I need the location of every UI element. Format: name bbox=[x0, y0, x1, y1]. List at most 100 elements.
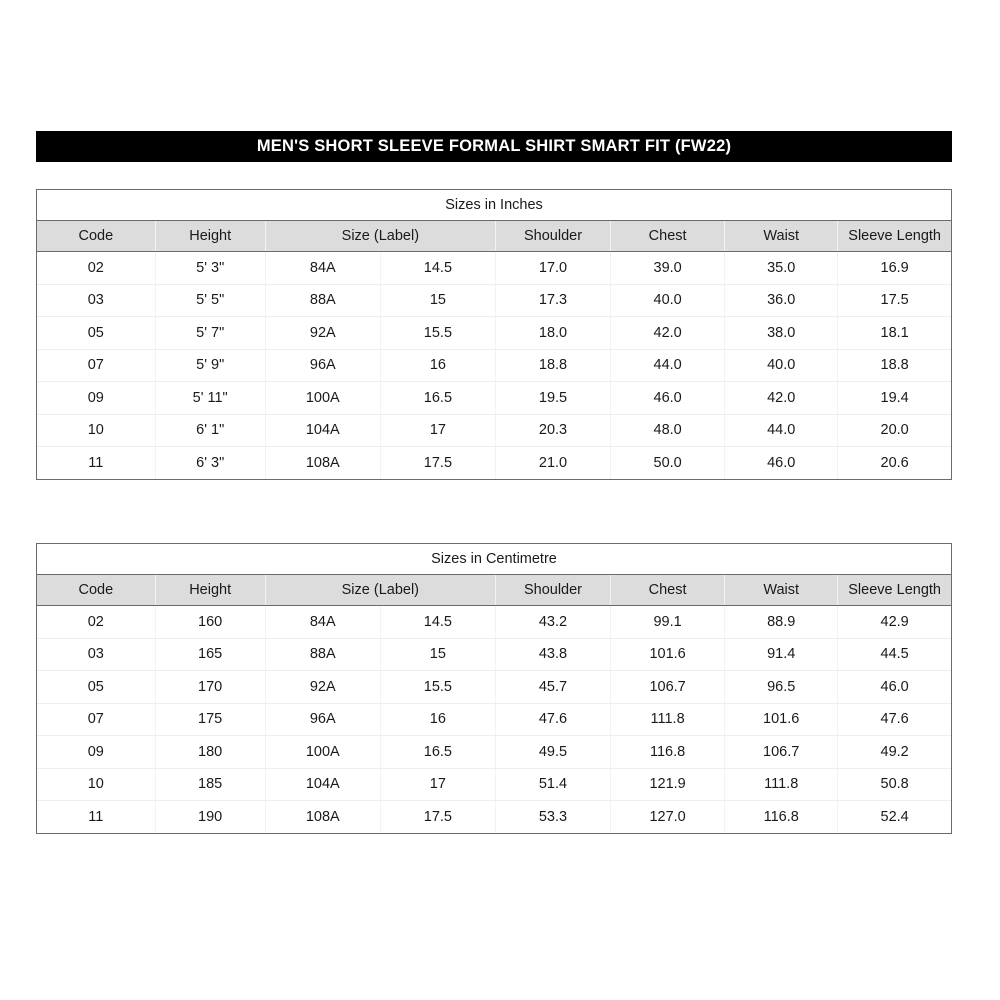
cell-height: 160 bbox=[155, 605, 266, 639]
cell-height: 5' 9" bbox=[155, 349, 266, 382]
cell-code: 02 bbox=[37, 251, 156, 285]
column-header-size-label: Size (Label) bbox=[265, 574, 496, 606]
cell-size-label: 92A bbox=[265, 316, 381, 350]
cell-code: 05 bbox=[37, 316, 156, 350]
cell-height: 165 bbox=[155, 638, 266, 671]
table-row: 11 190 108A 17.5 53.3 127.0 116.8 52.4 bbox=[37, 800, 951, 833]
cell-code: 03 bbox=[37, 638, 156, 671]
cell-waist: 111.8 bbox=[724, 768, 839, 801]
cell-size-numeric: 16.5 bbox=[380, 735, 496, 769]
cell-height: 175 bbox=[155, 703, 266, 736]
cell-shoulder: 19.5 bbox=[495, 381, 612, 415]
cell-size-label: 92A bbox=[265, 670, 381, 704]
cell-size-numeric: 16 bbox=[380, 349, 496, 382]
table-caption-row: Sizes in Inches bbox=[37, 190, 951, 221]
table-row: 11 6' 3" 108A 17.5 21.0 50.0 46.0 20.6 bbox=[37, 446, 951, 479]
column-header-sleeve-length: Sleeve Length bbox=[837, 220, 951, 252]
cell-height: 170 bbox=[155, 670, 266, 704]
table-row: 10 185 104A 17 51.4 121.9 111.8 50.8 bbox=[37, 768, 951, 801]
column-header-code: Code bbox=[37, 574, 156, 606]
table-header-row: Code Height Size (Label) Shoulder Chest … bbox=[37, 574, 951, 606]
cell-chest: 44.0 bbox=[610, 349, 726, 382]
cell-size-numeric: 17.5 bbox=[380, 446, 496, 479]
cell-size-numeric: 14.5 bbox=[380, 605, 496, 639]
cell-size-numeric: 17 bbox=[380, 768, 496, 801]
cell-sleeve-length: 19.4 bbox=[837, 381, 951, 415]
table-inches: Sizes in Inches Code Height Size (Label)… bbox=[37, 190, 951, 479]
cell-chest: 116.8 bbox=[610, 735, 726, 769]
table-row: 05 5' 7" 92A 15.5 18.0 42.0 38.0 18.1 bbox=[37, 316, 951, 350]
cell-height: 180 bbox=[155, 735, 266, 769]
table-row: 07 175 96A 16 47.6 111.8 101.6 47.6 bbox=[37, 703, 951, 736]
table-caption: Sizes in Centimetre bbox=[37, 544, 951, 575]
cell-height: 5' 7" bbox=[155, 316, 266, 350]
cell-shoulder: 43.2 bbox=[495, 605, 612, 639]
column-header-height: Height bbox=[155, 220, 266, 252]
cell-chest: 48.0 bbox=[610, 414, 726, 447]
column-header-chest: Chest bbox=[610, 220, 726, 252]
cell-code: 09 bbox=[37, 735, 156, 769]
cell-sleeve-length: 46.0 bbox=[837, 670, 951, 704]
table-row: 10 6' 1" 104A 17 20.3 48.0 44.0 20.0 bbox=[37, 414, 951, 447]
cell-waist: 35.0 bbox=[724, 251, 839, 285]
cell-height: 190 bbox=[155, 800, 266, 833]
table-row: 03 165 88A 15 43.8 101.6 91.4 44.5 bbox=[37, 638, 951, 671]
column-header-waist: Waist bbox=[724, 220, 839, 252]
cell-shoulder: 17.0 bbox=[495, 251, 612, 285]
cell-code: 11 bbox=[37, 800, 156, 833]
cell-code: 07 bbox=[37, 349, 156, 382]
cell-shoulder: 45.7 bbox=[495, 670, 612, 704]
cell-height: 5' 3" bbox=[155, 251, 266, 285]
cell-sleeve-length: 44.5 bbox=[837, 638, 951, 671]
cell-size-numeric: 17 bbox=[380, 414, 496, 447]
cell-code: 03 bbox=[37, 284, 156, 317]
cell-sleeve-length: 18.8 bbox=[837, 349, 951, 382]
cell-chest: 46.0 bbox=[610, 381, 726, 415]
page-title: MEN'S SHORT SLEEVE FORMAL SHIRT SMART FI… bbox=[256, 137, 732, 155]
cell-shoulder: 47.6 bbox=[495, 703, 612, 736]
cell-code: 07 bbox=[37, 703, 156, 736]
column-header-height: Height bbox=[155, 574, 266, 606]
cell-waist: 116.8 bbox=[724, 800, 839, 833]
cell-chest: 42.0 bbox=[610, 316, 726, 350]
cell-sleeve-length: 52.4 bbox=[837, 800, 951, 833]
table-row: 05 170 92A 15.5 45.7 106.7 96.5 46.0 bbox=[37, 670, 951, 704]
cell-sleeve-length: 42.9 bbox=[837, 605, 951, 639]
cell-shoulder: 43.8 bbox=[495, 638, 612, 671]
column-header-size-label: Size (Label) bbox=[265, 220, 496, 252]
cell-height: 5' 11" bbox=[155, 381, 266, 415]
cell-size-label: 100A bbox=[265, 381, 381, 415]
column-header-chest: Chest bbox=[610, 574, 726, 606]
cell-height: 5' 5" bbox=[155, 284, 266, 317]
cell-code: 10 bbox=[37, 768, 156, 801]
cell-waist: 38.0 bbox=[724, 316, 839, 350]
cell-size-label: 84A bbox=[265, 251, 381, 285]
cell-size-label: 108A bbox=[265, 446, 381, 479]
cell-size-label: 108A bbox=[265, 800, 381, 833]
cell-waist: 96.5 bbox=[724, 670, 839, 704]
table-caption-row: Sizes in Centimetre bbox=[37, 544, 951, 575]
cell-chest: 111.8 bbox=[610, 703, 726, 736]
cell-code: 02 bbox=[37, 605, 156, 639]
cell-size-numeric: 15 bbox=[380, 638, 496, 671]
table-caption: Sizes in Inches bbox=[37, 190, 951, 221]
cell-height: 185 bbox=[155, 768, 266, 801]
cell-size-label: 84A bbox=[265, 605, 381, 639]
column-header-sleeve-length: Sleeve Length bbox=[837, 574, 951, 606]
cell-size-label: 96A bbox=[265, 349, 381, 382]
cell-shoulder: 18.8 bbox=[495, 349, 612, 382]
chart-title-banner: MEN'S SHORT SLEEVE FORMAL SHIRT SMART FI… bbox=[36, 131, 952, 162]
cell-chest: 127.0 bbox=[610, 800, 726, 833]
cell-shoulder: 49.5 bbox=[495, 735, 612, 769]
cell-waist: 36.0 bbox=[724, 284, 839, 317]
cell-waist: 40.0 bbox=[724, 349, 839, 382]
cell-waist: 101.6 bbox=[724, 703, 839, 736]
cell-waist: 106.7 bbox=[724, 735, 839, 769]
cell-shoulder: 17.3 bbox=[495, 284, 612, 317]
cell-waist: 91.4 bbox=[724, 638, 839, 671]
table-header-row: Code Height Size (Label) Shoulder Chest … bbox=[37, 220, 951, 252]
cell-code: 09 bbox=[37, 381, 156, 415]
cell-chest: 40.0 bbox=[610, 284, 726, 317]
cell-sleeve-length: 20.0 bbox=[837, 414, 951, 447]
